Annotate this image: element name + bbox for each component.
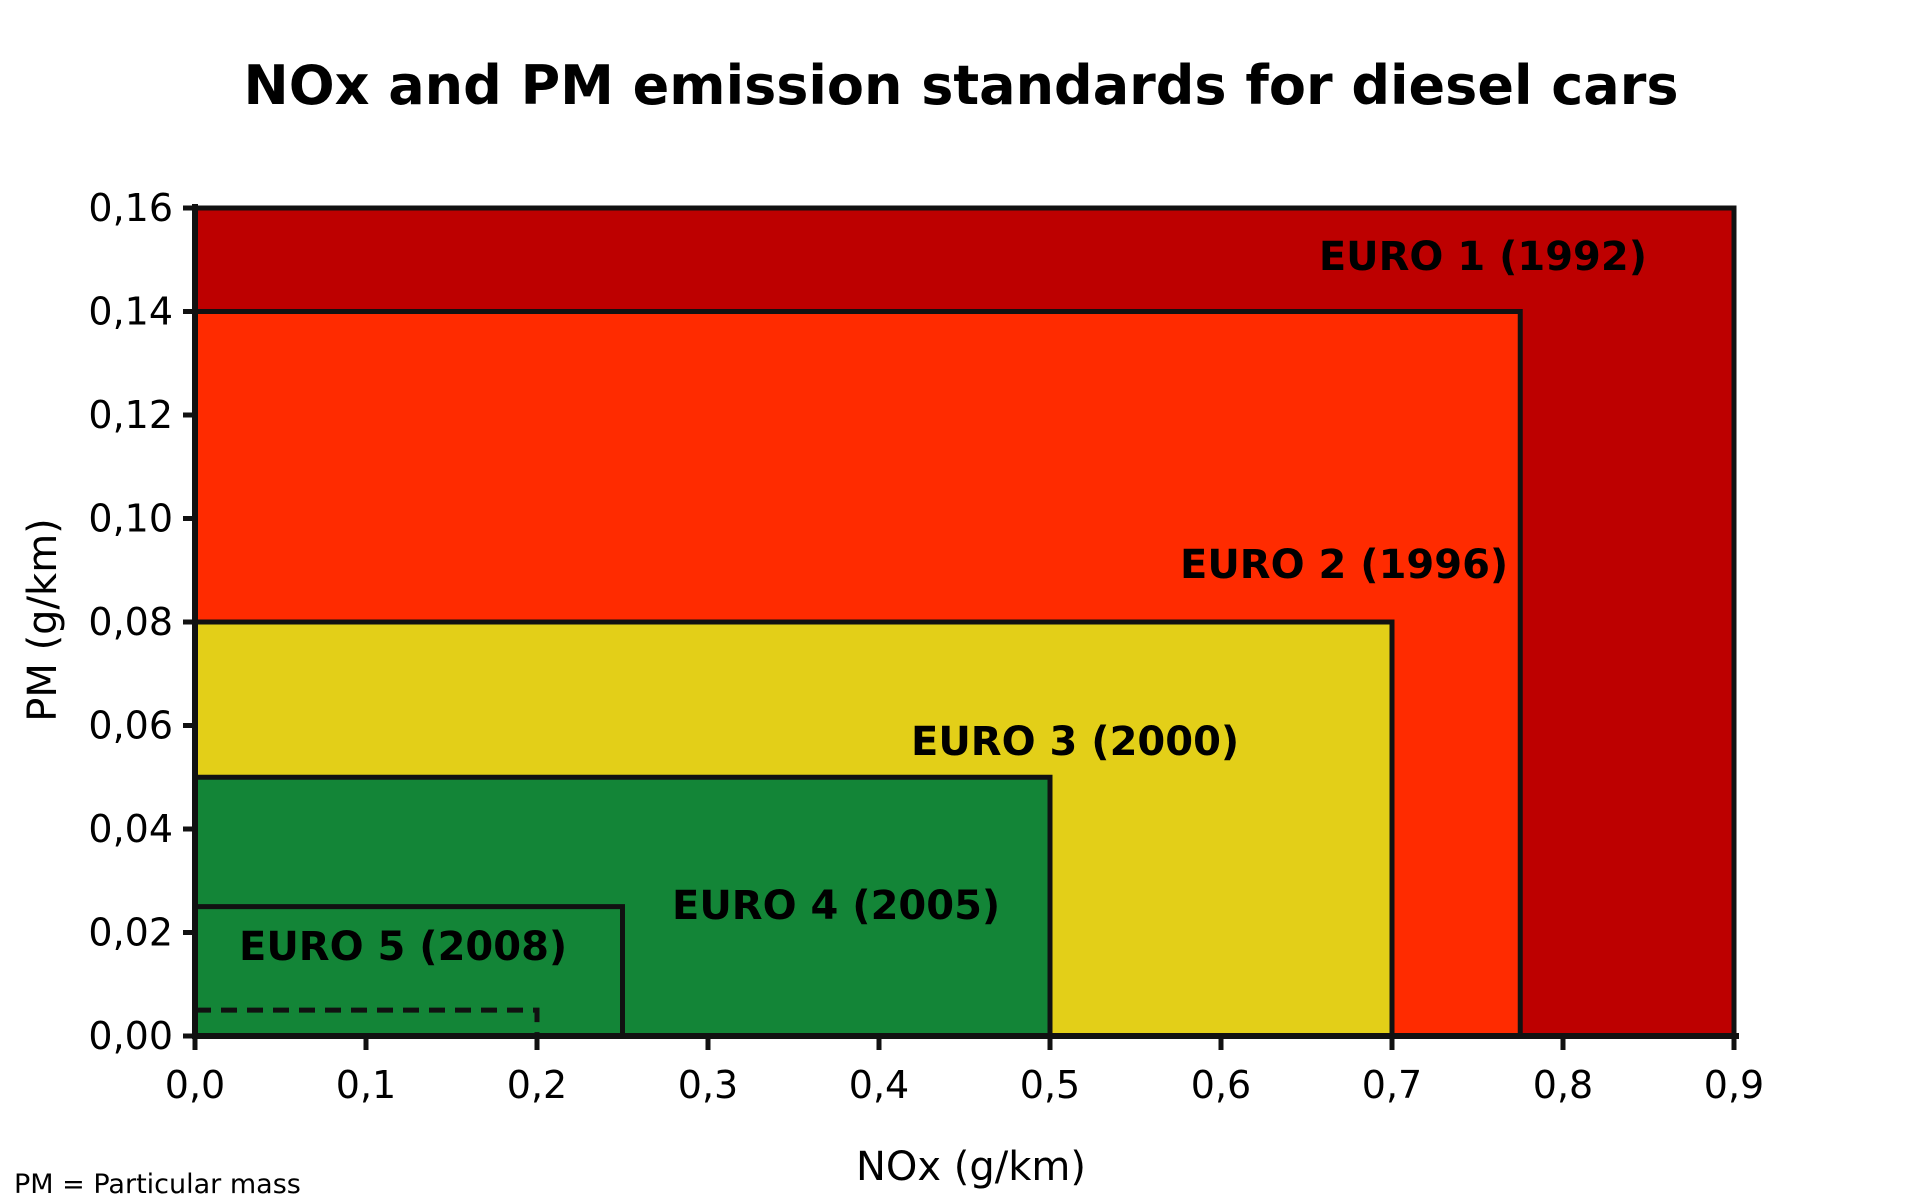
y-tick-label: 0,08 (88, 600, 173, 644)
chart-title: NOx and PM emission standards for diesel… (244, 54, 1679, 117)
euro-label-3: EURO 3 (2000) (911, 719, 1239, 765)
y-tick-label: 0,06 (88, 704, 173, 748)
euro-label-1: EURO 1 (1992) (1319, 234, 1647, 280)
x-tick-label: 0,5 (1020, 1063, 1080, 1107)
x-tick-label: 0,4 (849, 1063, 909, 1107)
x-tick-label: 0,3 (678, 1063, 738, 1107)
x-tick-label: 0,6 (1191, 1063, 1251, 1107)
x-tick-label: 0,0 (165, 1063, 225, 1107)
x-tick-label: 0,1 (336, 1063, 396, 1107)
dashed-limit-box (195, 1007, 540, 1036)
y-tick-label: 0,12 (88, 393, 173, 437)
y-tick-label: 0,10 (88, 497, 173, 541)
y-tick-label: 0,04 (88, 807, 173, 851)
euro-label-2: EURO 2 (1996) (1180, 542, 1508, 588)
y-tick-label: 0,02 (88, 911, 173, 955)
x-tick-label: 0,7 (1362, 1063, 1422, 1107)
euro-label-4: EURO 4 (2005) (672, 883, 1000, 929)
euro-label-5: EURO 5 (2008) (239, 924, 567, 970)
x-tick-label: 0,2 (507, 1063, 567, 1107)
y-tick-label: 0,00 (88, 1014, 173, 1058)
x-axis-label: NOx (g/km) (856, 1144, 1086, 1190)
y-tick-label: 0,16 (88, 186, 173, 230)
y-tick-label: 0,14 (88, 290, 173, 334)
y-axis-label: PM (g/km) (20, 518, 66, 722)
footnote: PM = Particular mass (14, 1169, 301, 1200)
x-tick-label: 0,9 (1704, 1063, 1764, 1107)
x-tick-label: 0,8 (1533, 1063, 1593, 1107)
